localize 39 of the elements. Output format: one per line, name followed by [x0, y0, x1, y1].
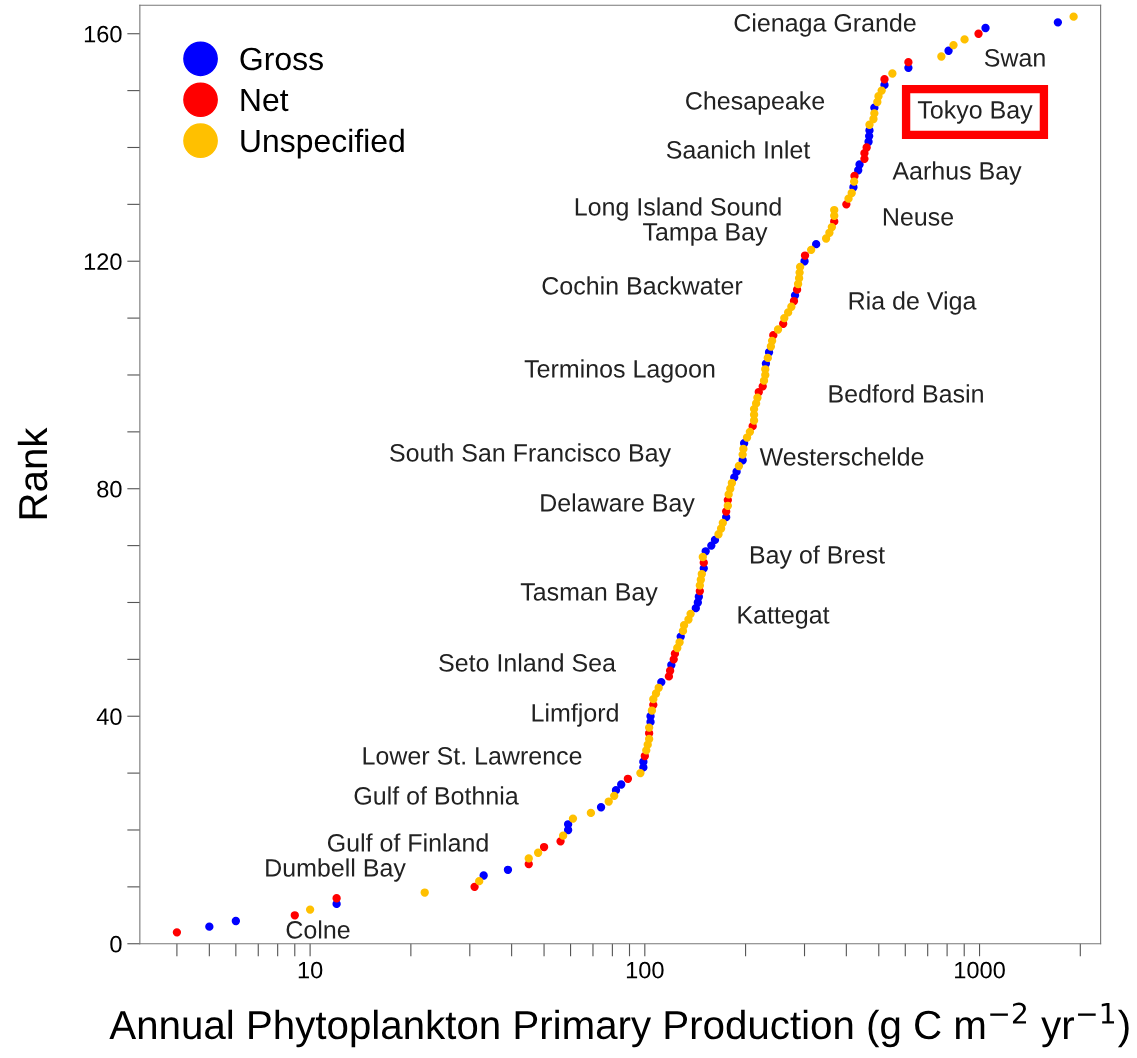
legend-label: Unspecified: [241, 128, 404, 159]
annotation: Bedford Basin: [829, 384, 983, 403]
annotation: Long Island Sound: [575, 197, 781, 221]
annotation: Gulf of Bothnia: [354, 786, 519, 805]
y-tick-label: 80: [97, 480, 122, 498]
annotation: Chesapeake: [686, 91, 825, 115]
legend-label: Gross: [240, 47, 323, 71]
y-axis-title: Rank: [17, 427, 48, 519]
annotation: Neuse: [883, 208, 954, 226]
annotation: Swan: [984, 49, 1045, 67]
annotation: Lower St. Lawrence: [363, 747, 582, 765]
annotation: Delaware Bay: [541, 493, 695, 517]
annotation: Dumbell Bay: [266, 858, 406, 882]
annotation: Westerschelde: [759, 447, 924, 466]
legend-label: Net: [241, 88, 289, 112]
annotation: Aarhus Bay: [892, 161, 1022, 185]
annotation: Gulf of Finland: [327, 833, 488, 852]
annotation: Saanich Inlet: [666, 140, 811, 159]
annotation: Kattegat: [738, 606, 830, 629]
x-tick-label: 1000: [955, 961, 1005, 979]
annotation: Tampa Bay: [643, 223, 768, 246]
annotation: Tasman Bay: [520, 583, 658, 606]
y-tick-label: 120: [84, 253, 122, 271]
annotation: Limfjord: [532, 703, 618, 727]
y-tick-label: 160: [84, 25, 122, 43]
y-tick-label: 0: [110, 935, 122, 953]
annotation: South San Francisco Bay: [390, 443, 672, 467]
annotation: Colne: [286, 920, 350, 939]
x-tick-label: 10: [298, 961, 323, 979]
x-axis-title: Annual Phytoplankton Primary Production (g C m$^{−2}$ yr$^{−1}$): [109, 1002, 1129, 1048]
annotation: Cienaga Grande: [734, 13, 916, 37]
annotation: Ria de Viga: [849, 291, 977, 315]
y-tick-label: 40: [96, 708, 122, 726]
annotation: Cochin Backwater: [542, 276, 743, 295]
annotation: Seto Inland Sea: [439, 653, 616, 672]
annotation: Bay of Brest: [750, 545, 885, 569]
x-tick-label: 100: [626, 961, 664, 979]
annotation: Tokyo Bay: [917, 100, 1033, 124]
annotation: Terminos Lagoon: [524, 359, 715, 383]
